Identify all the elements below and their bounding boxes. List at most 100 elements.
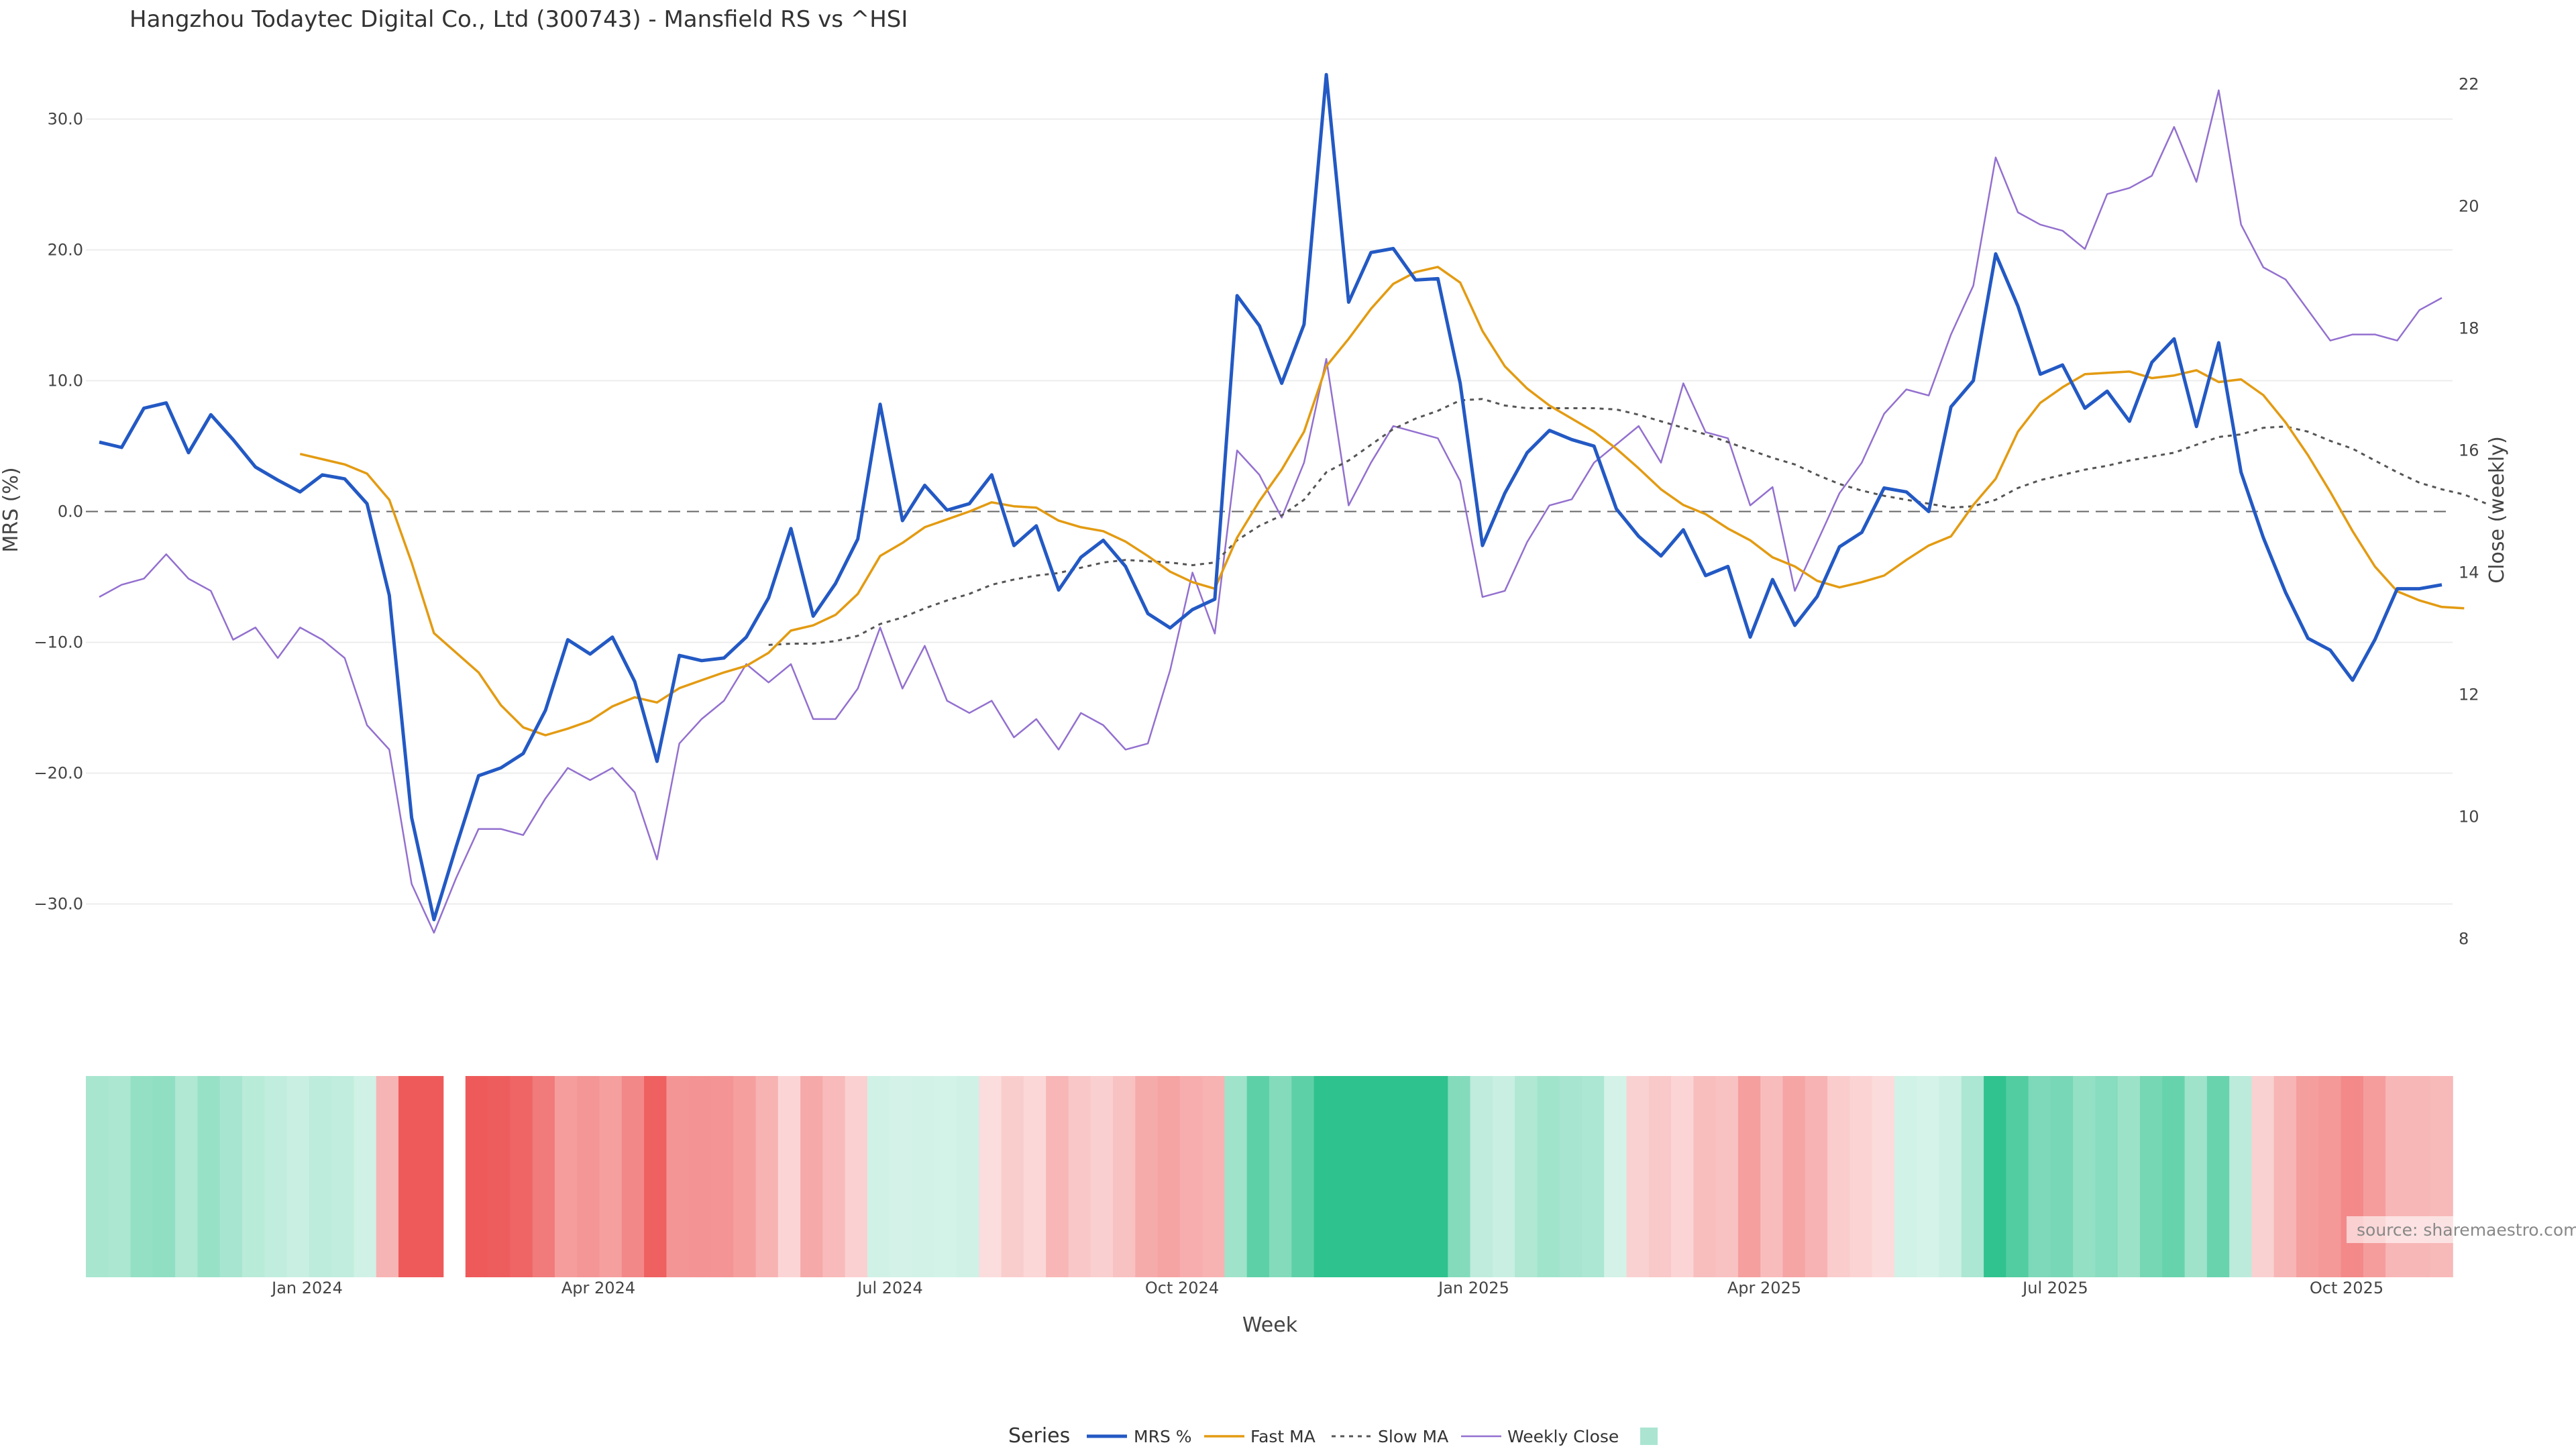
x-tick-label: Jan 2024 bbox=[270, 1279, 343, 1297]
heatmap-cell bbox=[1381, 1076, 1404, 1277]
heatmap-cell bbox=[175, 1076, 199, 1277]
legend: Series MRS % Fast MA Slow MA Weekly Close bbox=[1008, 1424, 1658, 1448]
legend-title: Series bbox=[1008, 1424, 1070, 1448]
x-tick-label: Oct 2024 bbox=[1145, 1279, 1219, 1297]
heatmap-cell bbox=[1827, 1076, 1851, 1277]
heatmap-cell bbox=[1849, 1076, 1873, 1277]
heatmap-cell bbox=[1179, 1076, 1203, 1277]
heatmap-cell bbox=[890, 1076, 913, 1277]
heatmap-cell bbox=[1090, 1076, 1114, 1277]
heatmap-cell bbox=[1782, 1076, 1806, 1277]
heatmap-cell bbox=[1894, 1076, 1917, 1277]
heatmap-cell bbox=[800, 1076, 824, 1277]
heatmap-cell bbox=[2162, 1076, 2186, 1277]
heatmap-cell bbox=[1426, 1076, 1449, 1277]
heatmap-cell bbox=[2073, 1076, 2096, 1277]
heatmap-cell bbox=[1269, 1076, 1293, 1277]
left-axis-title: MRS (%) bbox=[0, 467, 23, 552]
heatmap-cell bbox=[1470, 1076, 1493, 1277]
heatmap-cell bbox=[1648, 1076, 1672, 1277]
heatmap-cell bbox=[1135, 1076, 1159, 1277]
left-axis-ticks: 30.0 20.0 10.0 0.0 −10.0 −20.0 −30.0 bbox=[34, 110, 83, 914]
right-tick-label: 18 bbox=[2459, 319, 2479, 338]
heatmap-cell bbox=[1313, 1076, 1337, 1277]
heatmap-cell bbox=[1515, 1076, 1538, 1277]
heatmap-cell bbox=[2318, 1076, 2342, 1277]
heatmap-cell bbox=[86, 1076, 109, 1277]
heatmap-cell bbox=[822, 1076, 846, 1277]
heatmap-cell bbox=[2028, 1076, 2051, 1277]
heatmap-cell bbox=[108, 1076, 131, 1277]
source-box bbox=[2347, 1216, 2576, 1243]
heatmap-cell bbox=[2229, 1076, 2253, 1277]
x-axis-ticks: Jan 2024 Apr 2024 Jul 2024 Oct 2024 Jan 2025… bbox=[270, 1279, 2383, 1297]
heatmap-cell bbox=[1224, 1076, 1248, 1277]
heatmap-cell bbox=[398, 1076, 422, 1277]
series-mrs bbox=[99, 72, 2443, 922]
right-axis-title: Close (weekly) bbox=[2485, 436, 2509, 584]
heatmap-cell bbox=[1358, 1076, 1382, 1277]
heatmap-cell bbox=[465, 1076, 488, 1277]
series-weekly-close bbox=[99, 89, 2443, 934]
left-tick-label: 10.0 bbox=[48, 372, 83, 390]
source-note: source: sharemaestro.com bbox=[2357, 1220, 2576, 1240]
heatmap-cell bbox=[421, 1076, 444, 1277]
heatmap-cell bbox=[755, 1076, 779, 1277]
heatmap-cell bbox=[912, 1076, 935, 1277]
heatmap-cell bbox=[130, 1076, 154, 1277]
heatmap-cell bbox=[1760, 1076, 1784, 1277]
heatmap-cell bbox=[1001, 1076, 1024, 1277]
heatmap-cell bbox=[354, 1076, 377, 1277]
heatmap-cell bbox=[979, 1076, 1002, 1277]
heatmap-cell bbox=[1291, 1076, 1315, 1277]
gridlines bbox=[86, 118, 2453, 905]
heatmap-cell bbox=[1492, 1076, 1515, 1277]
heatmap-cell bbox=[777, 1076, 801, 1277]
x-tick-label: Jul 2025 bbox=[2021, 1279, 2088, 1297]
right-tick-label: 12 bbox=[2459, 686, 2479, 704]
legend-slow-ma-label: Slow MA bbox=[1378, 1427, 1448, 1446]
left-tick-label: −30.0 bbox=[34, 895, 83, 914]
heatmap-cell bbox=[733, 1076, 757, 1277]
heatmap-cell bbox=[197, 1076, 221, 1277]
heatmap-cell bbox=[1939, 1076, 1962, 1277]
left-tick-label: 30.0 bbox=[48, 110, 83, 129]
heatmap-cell bbox=[2363, 1076, 2386, 1277]
right-axis-ticks: 22 20 18 16 14 12 10 8 bbox=[2459, 75, 2479, 949]
heatmap-cell bbox=[1068, 1076, 1091, 1277]
heatmap-cell bbox=[1157, 1076, 1181, 1277]
heatmap-cell bbox=[554, 1076, 578, 1277]
heatmap-cell bbox=[2184, 1076, 2208, 1277]
heatmap-cell bbox=[1246, 1076, 1270, 1277]
x-tick-label: Jul 2024 bbox=[856, 1279, 923, 1297]
heatmap-cell bbox=[1626, 1076, 1650, 1277]
heatmap-cell bbox=[1737, 1076, 1761, 1277]
heatmap-cell bbox=[1582, 1076, 1605, 1277]
right-tick-label: 10 bbox=[2459, 808, 2479, 826]
heatmap-cell bbox=[2408, 1076, 2431, 1277]
heatmap-cell bbox=[1023, 1076, 1046, 1277]
heatmap-cell bbox=[1559, 1076, 1582, 1277]
heatmap-cell bbox=[1693, 1076, 1717, 1277]
heatmap-cell bbox=[1984, 1076, 2007, 1277]
heatmap-cell bbox=[1336, 1076, 1359, 1277]
heatmap-cell bbox=[2385, 1076, 2409, 1277]
right-tick-label: 14 bbox=[2459, 564, 2479, 582]
right-tick-label: 8 bbox=[2459, 930, 2469, 949]
x-tick-label: Jan 2025 bbox=[1437, 1279, 1509, 1297]
heatmap-cell bbox=[1604, 1076, 1627, 1277]
heatmap-strip bbox=[86, 1076, 2453, 1277]
heatmap-cell bbox=[2206, 1076, 2230, 1277]
x-tick-label: Apr 2025 bbox=[1727, 1279, 1801, 1297]
heatmap-cell bbox=[264, 1076, 288, 1277]
heatmap-cell bbox=[532, 1076, 555, 1277]
heatmap-cell bbox=[1671, 1076, 1695, 1277]
heatmap-cell bbox=[934, 1076, 957, 1277]
heatmap-cell bbox=[242, 1076, 266, 1277]
heatmap-cell bbox=[867, 1076, 890, 1277]
heatmap-cell bbox=[577, 1076, 600, 1277]
heatmap-cell bbox=[376, 1076, 399, 1277]
heatmap-cell bbox=[286, 1076, 310, 1277]
heatmap-cell bbox=[1917, 1076, 1940, 1277]
